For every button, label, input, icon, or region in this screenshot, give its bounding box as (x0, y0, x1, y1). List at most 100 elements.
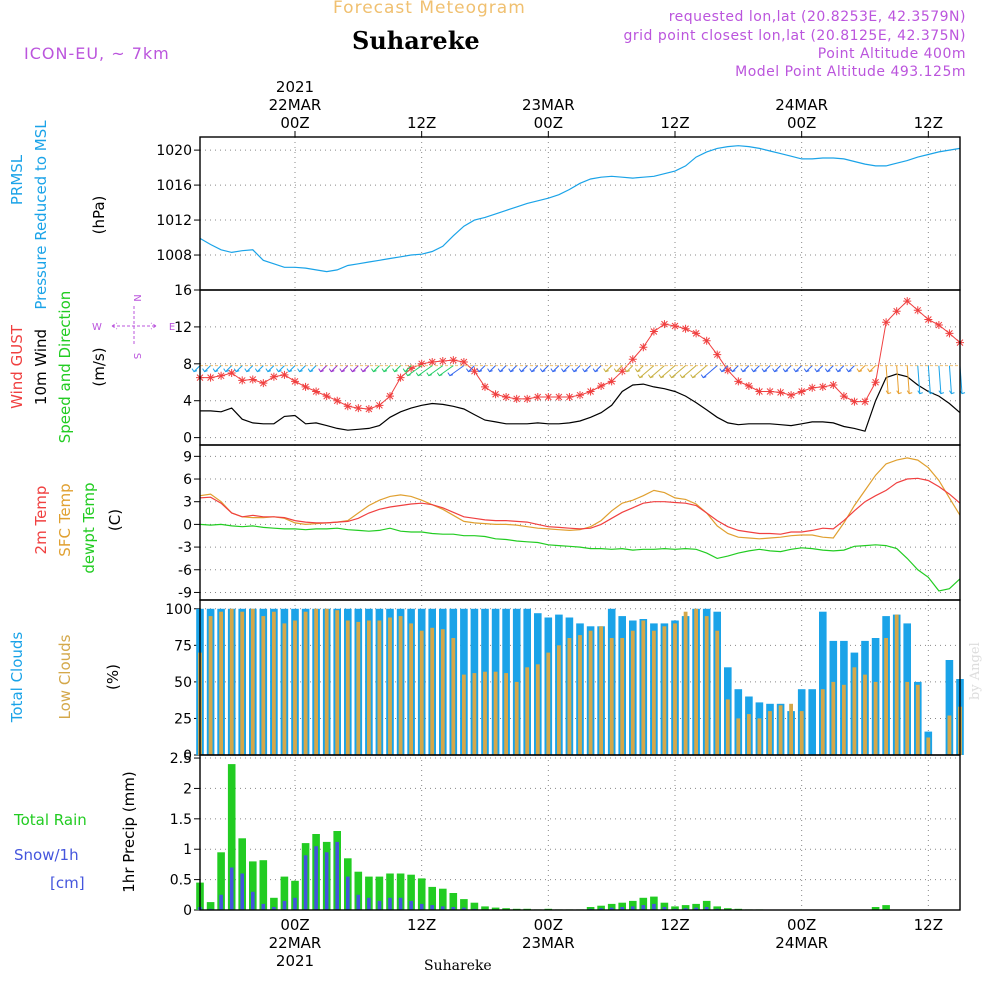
wind-arrow-head (938, 390, 945, 395)
wind-arrow-head (846, 368, 852, 373)
rain-bar (407, 874, 415, 910)
gust-point (628, 355, 637, 364)
rain-bar (660, 902, 669, 910)
pressure-line (199, 145, 961, 273)
gust-point (797, 387, 806, 396)
wind-direction-arrow (702, 365, 718, 379)
wind-arrow-head (244, 368, 250, 373)
gust-point (713, 350, 722, 359)
bottom-tick-label-4: 00Z (787, 916, 816, 934)
model-altitude: Model Point Altitude 493.125m (735, 64, 966, 80)
wind-direction-arrow (407, 365, 422, 377)
wind-direction-arrow (531, 365, 539, 373)
low-cloud-bar (345, 620, 350, 755)
gust-point (766, 387, 774, 396)
wind-arrow-head (318, 368, 324, 373)
wind-arrow-head (613, 368, 620, 373)
wind-direction-arrow (510, 365, 518, 373)
gust-point (808, 383, 817, 392)
wind-direction-arrow (256, 365, 264, 373)
gust-point (882, 318, 891, 327)
gust-point (692, 329, 701, 338)
wind-arrow-head (740, 368, 747, 373)
snow-bar (419, 903, 424, 910)
gust-point (533, 393, 542, 402)
location-title: Suhareke (352, 26, 480, 55)
gust-point (502, 393, 511, 402)
bottom-tick-label-0: 00Z (280, 916, 309, 934)
wind-arrow-head (518, 368, 525, 373)
snow-bar (652, 903, 656, 910)
gust-point (459, 357, 468, 366)
gust-point (322, 392, 331, 401)
wind-arrow-head (487, 368, 493, 373)
wind-ylabel-1: Wind GUST (8, 324, 26, 409)
rain-bar (206, 902, 215, 910)
low-cloud-bar (514, 681, 519, 755)
snow-bar (272, 907, 276, 910)
precip-ylabel-1: Total Rain (13, 811, 87, 829)
model-label: ICON-EU, ~ 7km (24, 44, 170, 63)
gust-point (934, 321, 943, 330)
rain-bar (365, 876, 373, 910)
wind-direction-arrow (288, 365, 296, 373)
snow-bar (377, 900, 382, 910)
wind-arrow-head (254, 368, 261, 373)
precip-ytick-label-5: 2.5 (170, 751, 192, 767)
top-tick-label-4: 00Z (787, 114, 816, 132)
gust-point (861, 397, 869, 406)
rain-bar (650, 896, 658, 910)
low-cloud-bar (662, 626, 667, 755)
gust-point (755, 387, 764, 396)
gust-point (280, 370, 289, 379)
wind-direction-arrow (563, 365, 570, 373)
total-cloud-bar (945, 660, 954, 755)
wind-arrow-head (867, 368, 873, 373)
wind-arrow-head (603, 368, 609, 373)
low-cloud-bar (240, 611, 245, 755)
wind-direction-arrow (193, 365, 201, 373)
wind-direction-arrow (594, 365, 602, 373)
sfc-temp-line (199, 457, 961, 540)
snow-bar (261, 903, 266, 910)
pressure-ylabel-1: PRMSL (8, 154, 26, 205)
wind-arrow-head (436, 372, 443, 377)
wind-arrow-head (339, 368, 345, 373)
wind-direction-arrow (489, 365, 496, 373)
rain-bar (259, 860, 268, 910)
precip-ytick-label-1: 0.5 (170, 873, 192, 889)
low-cloud-bar (947, 715, 952, 755)
clouds-ytick-label-2: 50 (174, 675, 192, 691)
gust-point (227, 369, 236, 378)
wind-direction-arrow (468, 365, 475, 373)
wind-direction-arrow (278, 365, 285, 373)
temperature-ytick-label-3: 0 (183, 517, 192, 533)
rain-bar (639, 897, 648, 910)
low-cloud-bar (873, 681, 878, 755)
low-cloud-bar (567, 638, 572, 755)
snow-bar (409, 900, 413, 910)
wind-arrow-head (550, 368, 557, 373)
wind-arrow-head (447, 372, 454, 377)
gust-point (607, 377, 616, 386)
wind-arrow-head (571, 368, 578, 373)
precip-ytick-label-0: 0 (183, 903, 192, 919)
wind-arrow-head (637, 374, 644, 379)
wind-arrow-head (729, 368, 736, 373)
wind-direction-arrow (573, 365, 581, 373)
compass-N: N (131, 294, 142, 301)
wind-arrow-head (426, 372, 432, 377)
low-cloud-bar (609, 638, 614, 755)
wind-ytick-label-4: 16 (174, 283, 192, 299)
gust-point (660, 320, 669, 329)
wind-arrow-head (529, 368, 535, 373)
wind-direction-arrow (246, 365, 254, 373)
point-altitude: Point Altitude 400m (817, 46, 966, 62)
snow-bar (240, 873, 244, 910)
rain-bar (428, 886, 436, 910)
clouds-unit: (%) (104, 664, 122, 690)
wind-arrow-head (508, 368, 514, 373)
wind-direction-arrow (299, 365, 306, 373)
precip-ytick-label-4: 2 (183, 781, 192, 797)
gust-point (449, 356, 458, 365)
